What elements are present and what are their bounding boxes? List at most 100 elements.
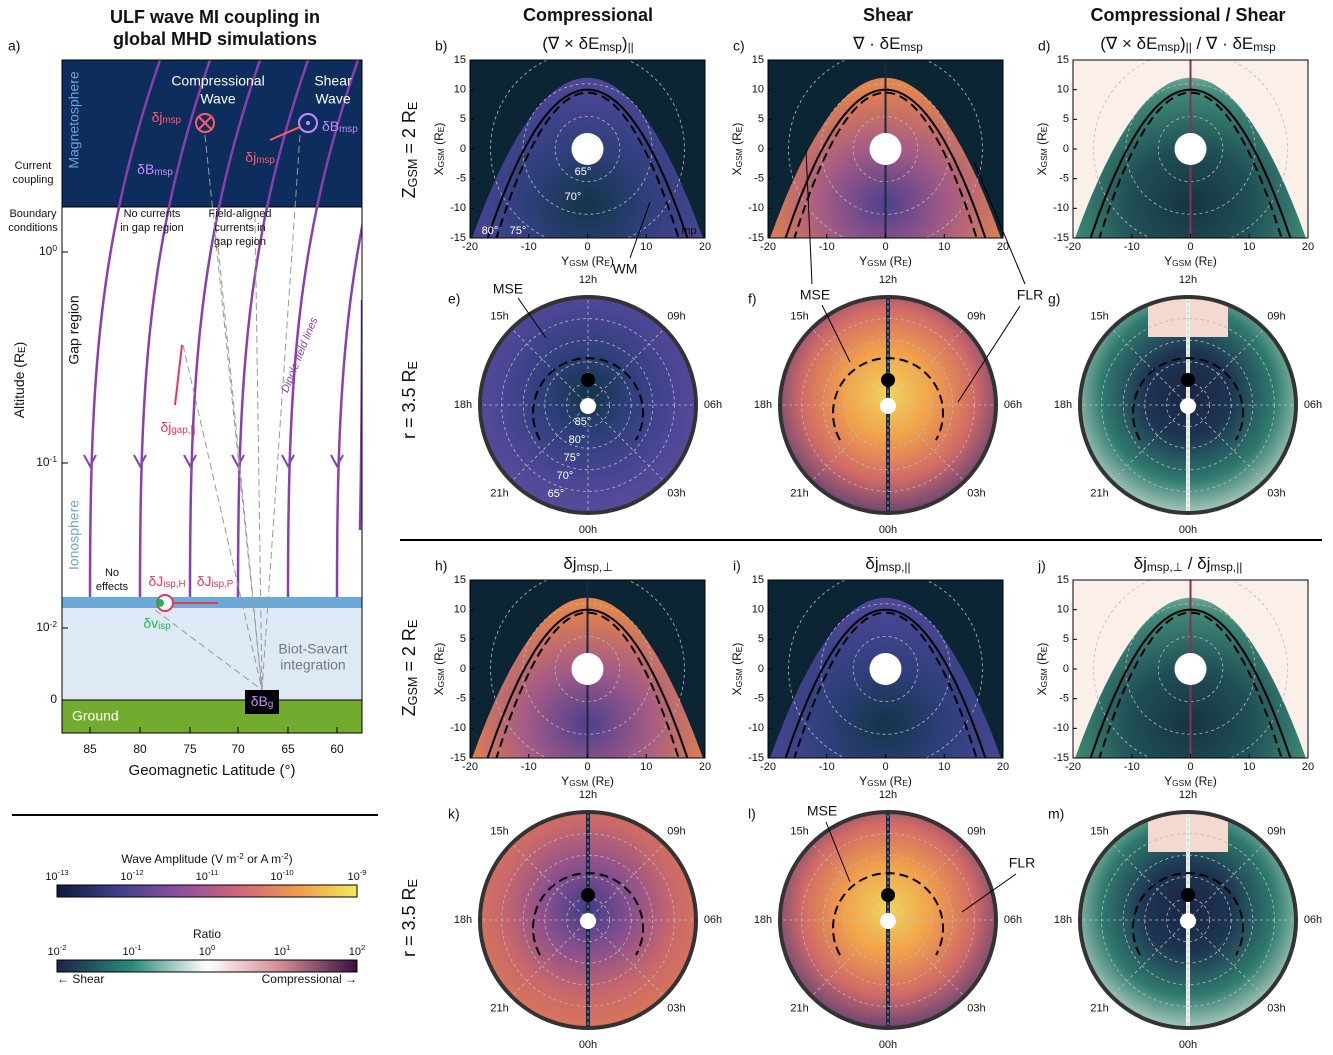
colorbar-tick-label: 10-12	[120, 868, 143, 882]
y-tick-label: -5	[1059, 693, 1069, 705]
y-tick-label: -15	[450, 752, 466, 764]
x-axis-label: YGSM (RE)	[859, 774, 912, 788]
hour-label: 18h	[1054, 914, 1072, 926]
panel-label: a)	[8, 38, 20, 54]
region-label: Ionosphere	[66, 500, 82, 570]
note: coupling	[13, 174, 54, 186]
hour-label: 09h	[967, 311, 985, 323]
text-part: (R	[1191, 774, 1207, 788]
hour-label: 03h	[967, 487, 985, 499]
grid-circle	[554, 115, 621, 183]
note: Field-aligned	[209, 208, 272, 220]
hour-label: 00h	[1179, 524, 1197, 536]
field-symbol	[298, 113, 318, 133]
hour-label: 06h	[704, 914, 722, 926]
center-mask	[880, 398, 896, 414]
ground	[62, 700, 362, 733]
region-label: Magnetosphere	[66, 71, 82, 169]
annotations: 65° 70° 80° 75° mp WM MSE 85° 80° 75° 70…	[482, 149, 1043, 913]
pole-marker	[881, 888, 895, 902]
text-part: 10	[349, 946, 361, 958]
panel-label: l)	[748, 806, 756, 822]
y-tick-label: 10-1	[36, 454, 57, 470]
text-part: (R	[886, 254, 902, 268]
projection-line	[182, 344, 263, 691]
text-part: (R	[730, 132, 744, 148]
x-tick-label: -10	[1124, 241, 1140, 253]
text-part: E	[406, 879, 420, 887]
text-part: )	[730, 643, 744, 647]
text-part: (∇ × δE	[1100, 34, 1157, 53]
x-tick-label: -10	[819, 761, 835, 773]
column-header: Compressional	[523, 5, 653, 25]
pole-marker	[581, 888, 595, 902]
symbol: δJisp,H	[148, 573, 185, 590]
y-tick-label: 10	[454, 84, 466, 96]
x-tick-label: 20	[997, 761, 1009, 773]
y-tick-label: -5	[754, 693, 764, 705]
hour-label: 09h	[967, 826, 985, 838]
grid-circle	[1125, 83, 1256, 215]
x-tick-label: 80	[133, 742, 147, 756]
text-part: 10	[122, 946, 134, 958]
hour-label: 03h	[1267, 487, 1285, 499]
colorbar	[56, 959, 358, 973]
row-label: ZGSM = 2 RE	[399, 102, 420, 199]
grid-spoke	[1111, 843, 1189, 921]
grid-spoke	[587, 843, 665, 921]
panel: m) 12h 09h 06h 03h 00h 21h 18h 15h	[1048, 789, 1322, 1051]
y-axis-label: XGSM (RE)	[432, 643, 446, 696]
text-part: Y	[561, 774, 569, 788]
x-tick-label: -20	[760, 761, 776, 773]
grid-circle	[820, 83, 951, 215]
arrow	[961, 873, 1017, 913]
x-tick-label: 20	[997, 241, 1009, 253]
region-label: Ground	[72, 708, 119, 724]
text-part: δv	[143, 615, 158, 631]
text-part: E	[436, 126, 446, 132]
note: No currents	[124, 208, 181, 220]
colorbar-title: Wave Amplitude (V m-2 or A m-2)	[121, 851, 292, 867]
text-part: X	[432, 167, 446, 175]
text-part: (R	[1035, 652, 1049, 668]
text-part: Y	[1164, 254, 1172, 268]
hour-label: 15h	[790, 826, 808, 838]
text-part: )	[1213, 254, 1217, 268]
x-tick-label: 60	[330, 742, 344, 756]
note: Current	[15, 160, 52, 172]
grid-circle	[1125, 603, 1256, 735]
text-part: msp,||	[879, 560, 911, 574]
earth-mask	[571, 133, 604, 165]
annotation: MSE	[807, 803, 837, 819]
earth-mask	[869, 133, 902, 165]
pole-marker	[1181, 888, 1195, 902]
magnetopause	[1089, 88, 1292, 238]
x-tick-label: 85	[83, 742, 97, 756]
text-part: GSM	[406, 159, 420, 188]
y-axis-label: XGSM (RE)	[1035, 643, 1049, 696]
y-tick-label: 5	[758, 633, 764, 645]
text-part: (R	[432, 652, 446, 668]
text-part: isp,H	[163, 579, 185, 590]
text-part: δB	[137, 161, 154, 177]
y-tick-label: -15	[748, 752, 764, 764]
hour-label: 18h	[754, 914, 772, 926]
text-part: msp	[256, 155, 275, 166]
x-tick-label: 0	[584, 761, 590, 773]
text-part: 10	[120, 871, 132, 883]
text-part: )	[432, 643, 446, 647]
text-part: (R	[588, 774, 604, 788]
outer-ring	[478, 810, 698, 1030]
oval-boundary	[832, 357, 944, 441]
text-part: isp	[158, 621, 171, 632]
panel: l) 12h 09h 06h 03h 00h 21h 18h 15h	[748, 789, 1022, 1051]
hour-label: 06h	[704, 399, 722, 411]
text-part: gap,||	[171, 425, 195, 436]
text-part: = 2 R	[399, 110, 419, 159]
symbol: δjgap,||	[160, 419, 195, 436]
annotation: 70°	[565, 191, 582, 203]
text-part: (∇ × δE	[542, 34, 599, 53]
text-part: 10	[274, 946, 286, 958]
text-part: )	[289, 852, 293, 866]
y-tick-label: 100	[39, 243, 57, 259]
